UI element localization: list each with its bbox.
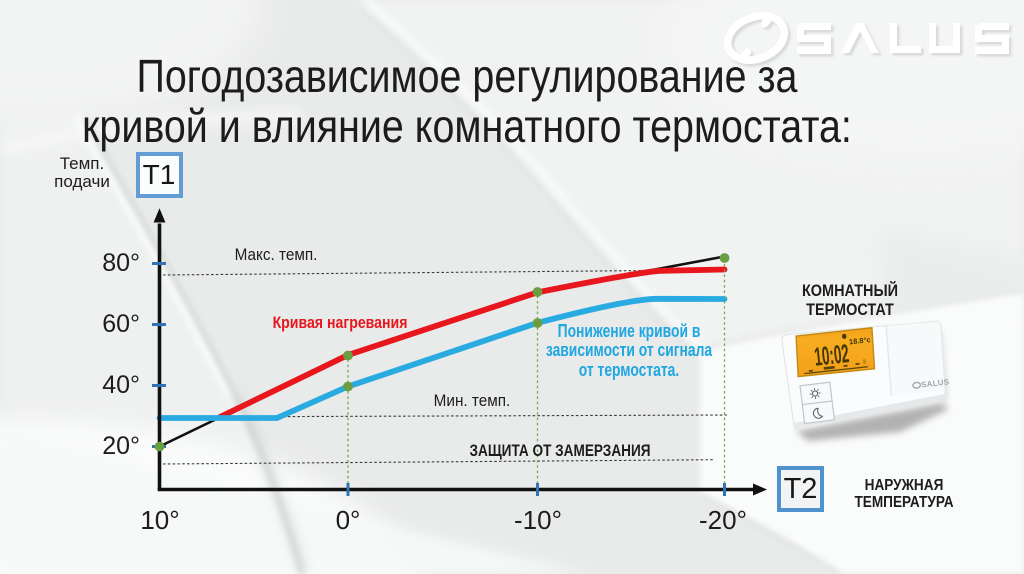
svg-text:SALUS: SALUS — [921, 377, 950, 389]
svg-text:3: 3 — [863, 359, 867, 365]
svg-text:18.8°c: 18.8°c — [849, 335, 872, 346]
